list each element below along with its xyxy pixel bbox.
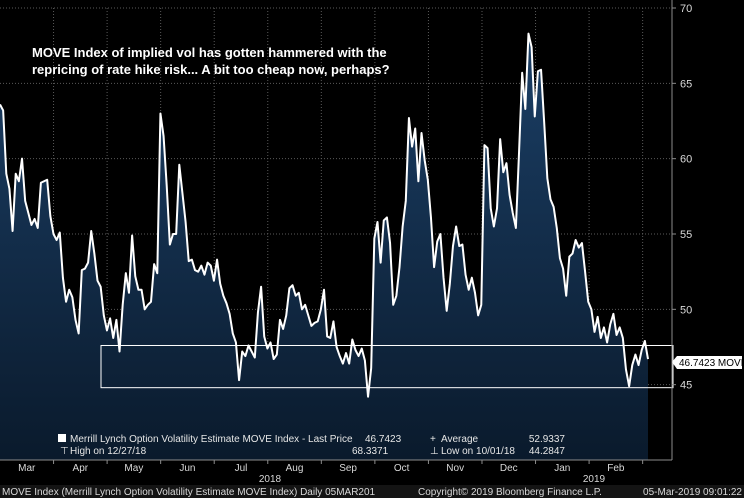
last-price-flag [672, 356, 742, 369]
x-tick-label: Feb [607, 463, 625, 474]
footer-copyright: Copyright© 2019 Bloomberg Finance L.P. [418, 487, 602, 498]
footer-bar [0, 485, 744, 498]
legend-high-label: High on 12/27/18 [70, 446, 147, 457]
x-tick-label: Oct [394, 463, 410, 474]
y-tick-label: 65 [680, 78, 692, 90]
x-tick-label: Apr [73, 463, 89, 474]
last-price-marker: 46.7423 MOVE [672, 356, 744, 369]
legend-high-value: 68.3371 [352, 446, 389, 457]
year-label: 2018 [259, 474, 282, 485]
legend-series-name: Merrill Lynch Option Volatility Estimate… [70, 434, 353, 445]
legend-average-icon: + [430, 434, 436, 445]
x-tick-label: Aug [286, 463, 304, 474]
x-tick-label: Mar [18, 463, 36, 474]
x-tick-label: Jul [235, 463, 248, 474]
footer-timestamp: 05-Mar-2019 09:01:22 [643, 487, 742, 498]
legend-low-label: Low on 10/01/18 [441, 446, 515, 457]
series-line [0, 32, 649, 398]
x-tick-label: May [124, 463, 143, 474]
x-tick-label: Sep [339, 463, 357, 474]
x-tick-label: Jun [179, 463, 195, 474]
annotation-line-1: MOVE Index of implied vol has gotten ham… [32, 45, 387, 60]
legend-last-price: 46.7423 [365, 434, 402, 445]
series-area-fill [0, 33, 648, 461]
y-tick-label: 60 [680, 154, 692, 166]
highlight-band [100, 344, 674, 389]
legend-series-swatch [58, 434, 66, 442]
legend-low-icon: ⊥ [430, 446, 439, 457]
legend-low-value: 44.2847 [529, 446, 566, 457]
y-tick-label: 45 [680, 380, 692, 392]
last-price-label: 46.7423 MOVE [679, 358, 744, 369]
legend-average-label: Average [441, 434, 479, 445]
annotation-line-2: repricing of rate hike risk... A bit too… [32, 62, 390, 77]
x-tick-label: Jan [554, 463, 570, 474]
year-label: 2019 [583, 474, 606, 485]
y-axis-ticks: 45 50 55 60 65 70 [672, 3, 692, 392]
x-axis-ticks: Mar Apr May Jun Jul Aug Sep Oct Nov Dec Jan Feb 2018… [18, 460, 644, 485]
x-tick-label: Dec [500, 463, 518, 474]
legend-average-value: 52.9337 [529, 434, 566, 445]
y-tick-label: 55 [680, 229, 692, 241]
y-tick-label: 50 [680, 304, 692, 316]
legend: Merrill Lynch Option Volatility Estimate… [58, 434, 565, 457]
y-tick-label: 70 [680, 3, 692, 15]
footer-left: MOVE Index (Merrill Lynch Option Volatil… [2, 487, 376, 498]
x-tick-label: Nov [446, 463, 464, 474]
legend-high-icon: ⊤ [60, 446, 69, 457]
